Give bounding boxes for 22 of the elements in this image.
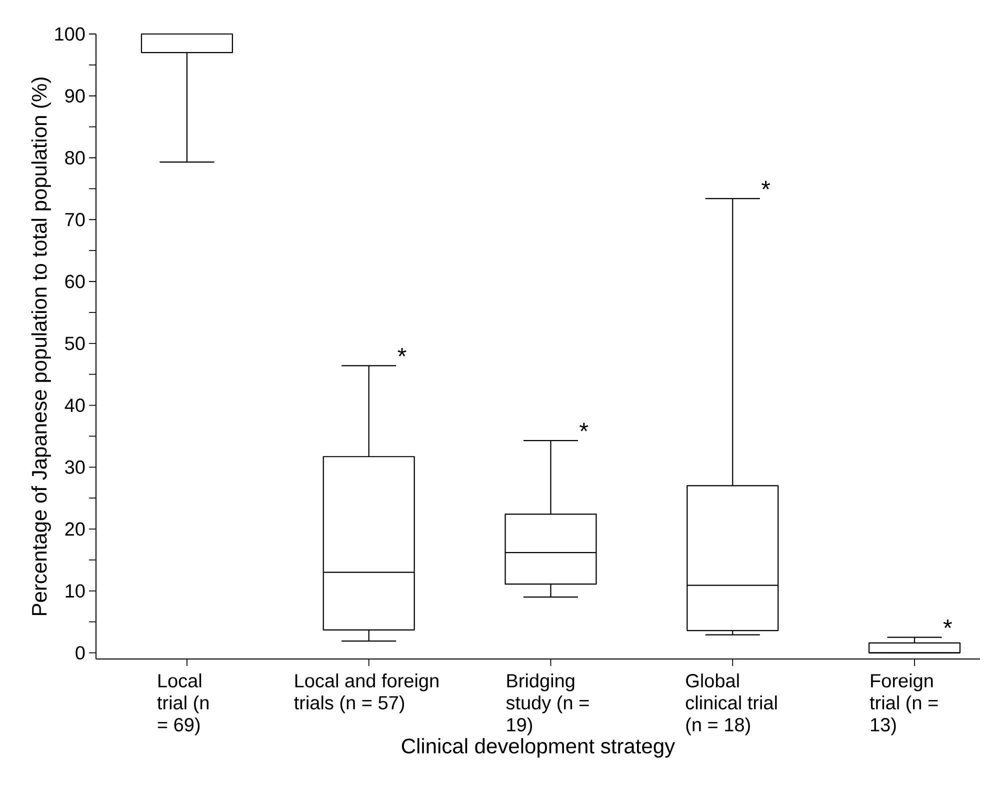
y-tick-label: 0 xyxy=(76,646,85,660)
annotation: * xyxy=(762,180,770,190)
y-tick-label: 40 xyxy=(64,398,85,412)
y-tick-label: 70 xyxy=(65,212,85,226)
x-tick-label: Foreign trial (n = 13) xyxy=(870,674,938,736)
y-tick-label: 60 xyxy=(65,274,85,288)
x-tick-label: Local and foreign trials (n = 57) xyxy=(294,674,438,714)
x-tick-label: Bridging study (n = 19) xyxy=(506,674,589,736)
annotation: * xyxy=(943,620,952,628)
x-tick-label: Local trial (n = 69) xyxy=(157,674,208,736)
y-tick-label: 10 xyxy=(66,584,85,598)
y-tick-label: 80 xyxy=(65,151,85,164)
x-tick-label: Global clinical trial (n = 18) xyxy=(686,674,777,736)
y-tick-label: 20 xyxy=(65,522,85,536)
y-tick-label: 100 xyxy=(55,27,85,41)
y-tick-label: 90 xyxy=(65,89,85,103)
y-tick-label: 30 xyxy=(65,460,85,474)
x-axis-title: Clinical development strategy xyxy=(402,738,676,758)
y-axis-title: Percentage of Japanese population to total population (%) xyxy=(31,78,51,616)
y-tick-label: 50 xyxy=(65,336,85,350)
annotation: * xyxy=(580,422,588,432)
annotation: * xyxy=(398,348,406,356)
